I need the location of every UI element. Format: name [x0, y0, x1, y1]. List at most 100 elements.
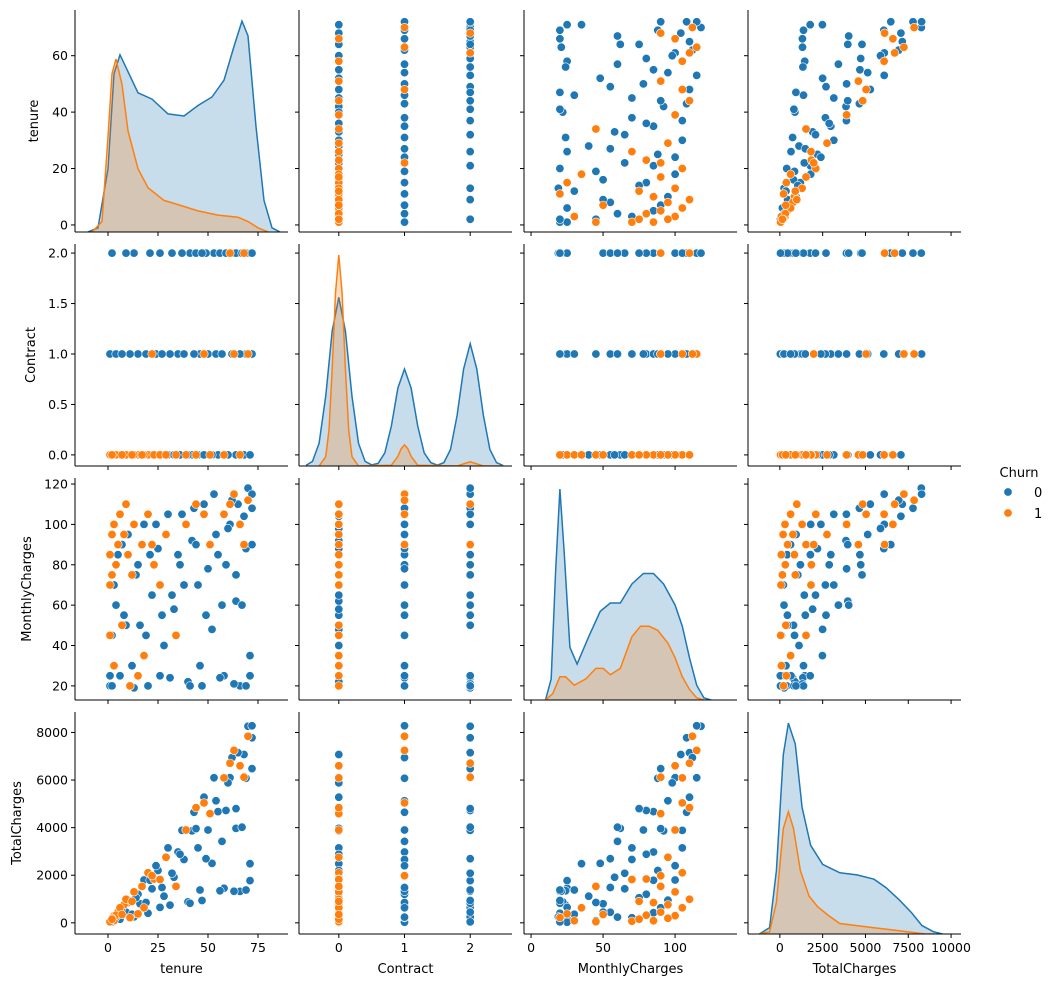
x-tick-label: 7500 — [892, 940, 924, 955]
scatter-point-churn-0 — [561, 62, 571, 72]
scatter-point-churn-0 — [127, 661, 137, 671]
scatter-point-churn-0 — [824, 560, 834, 570]
scatter-point-churn-0 — [791, 681, 801, 691]
scatter-point-churn-0 — [399, 610, 409, 620]
scatter-point-churn-0 — [610, 450, 620, 460]
scatter-point-churn-0 — [595, 858, 605, 868]
scatter-point-churn-1 — [789, 550, 799, 560]
legend-title: Churn — [1000, 466, 1039, 481]
scatter-point-churn-0 — [465, 483, 475, 493]
plot-area — [334, 483, 475, 693]
scatter-point-churn-0 — [821, 248, 831, 258]
scatter-point-churn-0 — [816, 519, 826, 529]
scatter-point-churn-1 — [243, 495, 253, 505]
scatter-point-churn-0 — [191, 824, 201, 834]
scatter-point-churn-1 — [205, 809, 215, 819]
scatter-point-churn-0 — [121, 248, 131, 258]
scatter-point-churn-1 — [219, 450, 229, 460]
scatter-point-churn-0 — [805, 20, 815, 30]
scatter-point-churn-0 — [798, 25, 808, 35]
scatter-point-churn-0 — [237, 822, 247, 832]
plot-area — [305, 255, 504, 466]
scatter-point-churn-0 — [855, 65, 865, 75]
scatter-point-churn-0 — [465, 96, 475, 106]
scatter-point-churn-1 — [806, 580, 816, 590]
scatter-point-churn-0 — [247, 503, 257, 513]
scatter-point-churn-0 — [193, 843, 203, 853]
scatter-point-churn-0 — [247, 540, 257, 550]
scatter-point-churn-0 — [795, 560, 805, 570]
kde-fill-churn-0 — [88, 21, 280, 232]
scatter-point-churn-0 — [399, 68, 409, 78]
scatter-point-churn-1 — [127, 450, 137, 460]
scatter-point-churn-0 — [399, 144, 409, 154]
scatter-point-churn-1 — [641, 874, 651, 884]
scatter-point-churn-0 — [399, 519, 409, 529]
scatter-point-churn-0 — [141, 630, 151, 640]
scatter-point-churn-1 — [143, 509, 153, 519]
scatter-point-churn-1 — [225, 248, 235, 258]
y-tick-label: 4000 — [36, 820, 68, 835]
y-tick-label: 120 — [44, 477, 68, 492]
scatter-point-churn-0 — [865, 450, 875, 460]
scatter-point-churn-0 — [879, 489, 889, 499]
scatter-point-churn-0 — [399, 99, 409, 109]
scatter-point-churn-0 — [465, 70, 475, 80]
scatter-point-churn-0 — [857, 39, 867, 49]
scatter-point-churn-1 — [229, 349, 239, 359]
scatter-point-churn-0 — [555, 104, 565, 114]
scatter-point-churn-1 — [334, 550, 344, 560]
scatter-point-churn-1 — [781, 620, 791, 630]
scatter-point-churn-0 — [591, 897, 601, 907]
scatter-point-churn-1 — [334, 896, 344, 906]
scatter-point-churn-0 — [215, 886, 225, 896]
kde-fill-churn-1 — [92, 59, 268, 232]
scatter-point-churn-1 — [125, 681, 135, 691]
scatter-point-churn-1 — [161, 450, 171, 460]
scatter-point-churn-1 — [591, 917, 601, 927]
scatter-point-churn-0 — [399, 681, 409, 691]
scatter-point-churn-1 — [641, 209, 651, 219]
scatter-point-churn-1 — [399, 495, 409, 505]
scatter-point-churn-1 — [205, 450, 215, 460]
scatter-point-churn-0 — [145, 550, 155, 560]
scatter-point-churn-0 — [670, 861, 680, 871]
scatter-point-churn-0 — [692, 70, 702, 80]
scatter-point-churn-0 — [155, 248, 165, 258]
scatter-point-churn-0 — [465, 195, 475, 205]
scatter-point-churn-0 — [555, 164, 565, 174]
scatter-point-churn-1 — [137, 881, 147, 891]
scatter-point-churn-1 — [801, 172, 811, 182]
scatter-point-churn-0 — [221, 560, 231, 570]
kde-fill-churn-1 — [545, 626, 704, 700]
scatter-point-churn-1 — [786, 169, 796, 179]
scatter-point-churn-0 — [117, 349, 127, 359]
scatter-point-churn-1 — [677, 798, 687, 808]
scatter-point-churn-1 — [161, 529, 171, 539]
y-tick-label: 8000 — [36, 725, 68, 740]
scatter-point-churn-0 — [842, 564, 852, 574]
scatter-point-churn-1 — [801, 450, 811, 460]
scatter-point-churn-1 — [822, 138, 832, 148]
plot-area — [553, 721, 706, 927]
scatter-point-churn-1 — [779, 189, 789, 199]
scatter-point-churn-1 — [806, 560, 816, 570]
scatter-point-churn-0 — [595, 73, 605, 83]
scatter-point-churn-0 — [399, 209, 409, 219]
scatter-point-churn-0 — [245, 859, 255, 869]
scatter-point-churn-1 — [334, 155, 344, 165]
scatter-point-churn-0 — [107, 248, 117, 258]
scatter-point-churn-0 — [207, 624, 217, 634]
scatter-point-churn-1 — [888, 34, 898, 44]
scatter-point-churn-0 — [135, 620, 145, 630]
scatter-point-churn-1 — [334, 909, 344, 919]
scatter-point-churn-0 — [627, 349, 637, 359]
scatter-point-churn-1 — [879, 509, 889, 519]
scatter-point-churn-1 — [105, 630, 115, 640]
scatter-point-churn-0 — [833, 59, 843, 69]
scatter-point-churn-1 — [334, 200, 344, 210]
scatter-point-churn-0 — [203, 825, 213, 835]
scatter-point-churn-0 — [465, 130, 475, 140]
scatter-point-churn-1 — [776, 550, 786, 560]
